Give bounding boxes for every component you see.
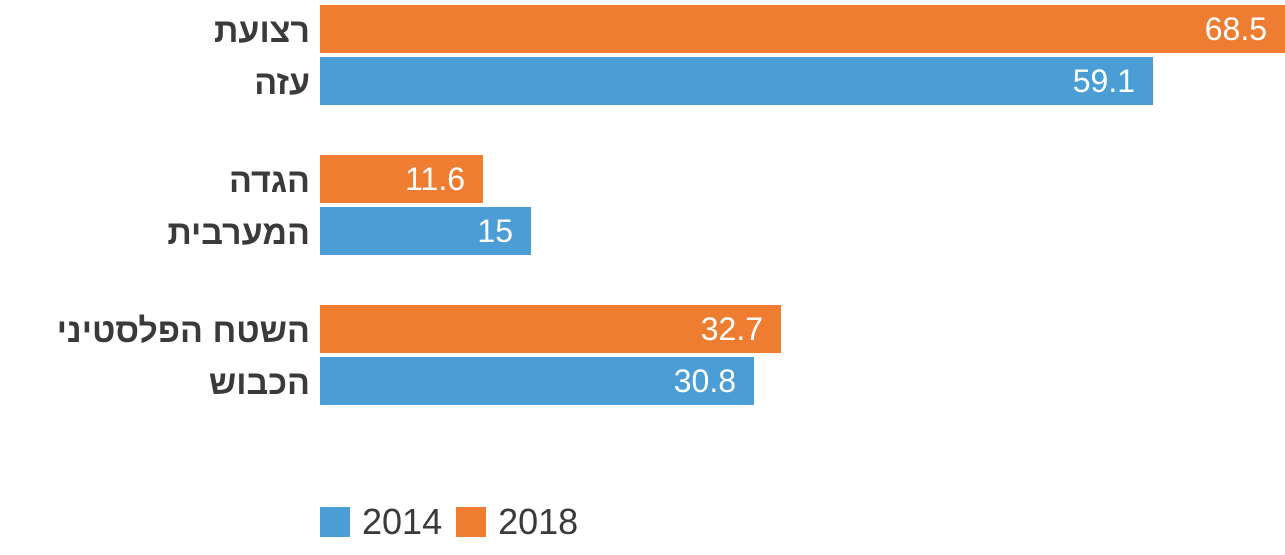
- label-line: המערבית: [0, 207, 310, 259]
- label-line: עזה: [0, 57, 310, 109]
- bar-fill: 15: [320, 207, 531, 255]
- group-label: השטח הפלסטיני הכבוש: [0, 305, 310, 409]
- bar-value: 30.8: [674, 363, 736, 400]
- bar-value: 11.6: [405, 161, 465, 198]
- chart-group: השטח הפלסטיני הכבוש 32.7 30.8: [0, 305, 1285, 405]
- bar-fill: 30.8: [320, 357, 754, 405]
- bar-2014: 15: [320, 207, 1285, 255]
- bar-fill: 11.6: [320, 155, 483, 203]
- label-line: השטח הפלסטיני: [0, 305, 310, 357]
- group-bars: 68.5 59.1: [320, 5, 1285, 105]
- chart-group: רצועת עזה 68.5 59.1: [0, 5, 1285, 105]
- bar-2014: 30.8: [320, 357, 1285, 405]
- label-line: הכבוש: [0, 357, 310, 409]
- bar-2018: 68.5: [320, 5, 1285, 53]
- group-label: רצועת עזה: [0, 5, 310, 109]
- group-bars: 32.7 30.8: [320, 305, 1285, 405]
- legend-label: 2014: [362, 501, 442, 543]
- bar-value: 15: [477, 213, 513, 250]
- chart-legend: 2014 2018: [320, 501, 578, 543]
- group-bars: 11.6 15: [320, 155, 1285, 255]
- bar-chart: רצועת עזה 68.5 59.1 הגדה המערבית: [0, 5, 1285, 455]
- legend-item-2014: 2014: [320, 501, 442, 543]
- bar-fill: 68.5: [320, 5, 1285, 53]
- legend-label: 2018: [498, 501, 578, 543]
- legend-swatch: [456, 507, 486, 537]
- legend-swatch: [320, 507, 350, 537]
- bar-value: 32.7: [701, 311, 763, 348]
- chart-group: הגדה המערבית 11.6 15: [0, 155, 1285, 255]
- bar-2018: 11.6: [320, 155, 1285, 203]
- legend-item-2018: 2018: [456, 501, 578, 543]
- label-line: הגדה: [0, 155, 310, 207]
- bar-fill: 32.7: [320, 305, 781, 353]
- bar-value: 59.1: [1073, 63, 1135, 100]
- group-label: הגדה המערבית: [0, 155, 310, 259]
- bar-value: 68.5: [1205, 11, 1267, 48]
- bar-fill: 59.1: [320, 57, 1153, 105]
- label-line: רצועת: [0, 5, 310, 57]
- bar-2014: 59.1: [320, 57, 1285, 105]
- bar-2018: 32.7: [320, 305, 1285, 353]
